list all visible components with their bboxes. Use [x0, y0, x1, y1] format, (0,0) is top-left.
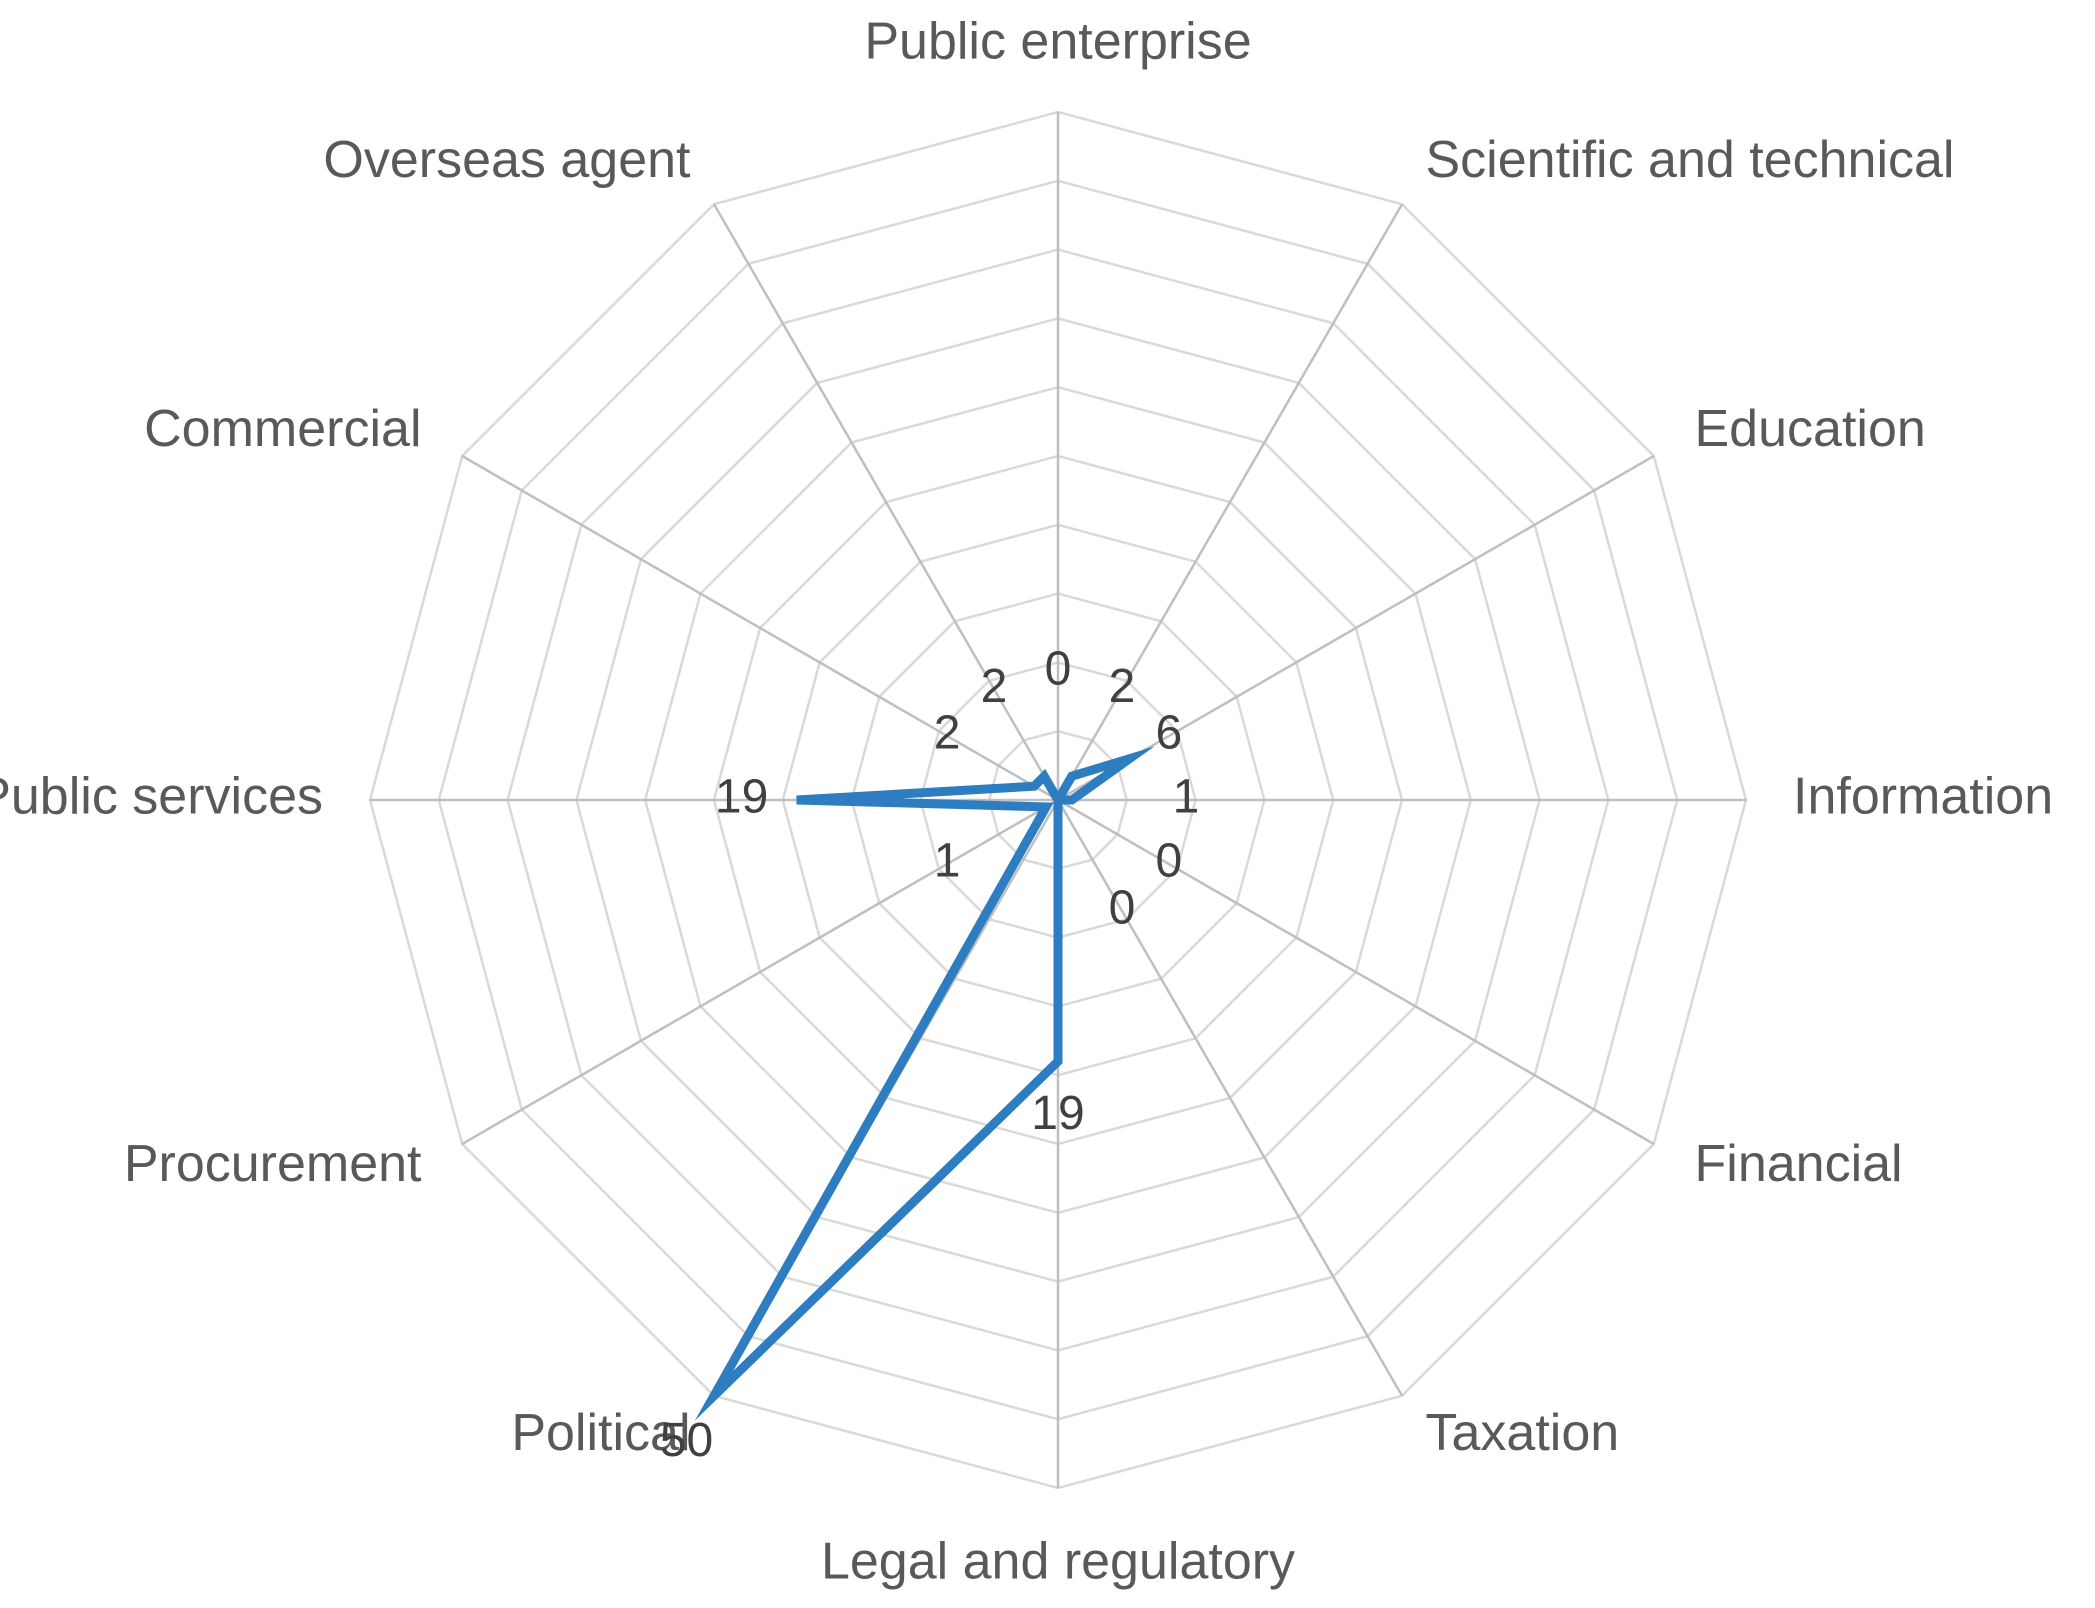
data-label-financial: 0 — [1156, 835, 1183, 888]
spoke-overseas-agent — [712, 203, 1060, 801]
category-label-financial: Financial — [1695, 1135, 1903, 1193]
data-label-overseas-agent: 2 — [981, 660, 1008, 713]
category-label-overseas-agent: Overseas agent — [323, 131, 691, 189]
category-label-political: Political — [511, 1404, 690, 1462]
data-label-education: 6 — [1156, 707, 1183, 760]
series-line — [694, 746, 1155, 1421]
category-label-public-enterprise: Public enterprise — [864, 13, 1251, 71]
data-label-procurement: 1 — [934, 835, 961, 888]
category-label-education: Education — [1695, 400, 1926, 458]
category-labels: Public enterprise Scientific and technica… — [0, 13, 2053, 1591]
data-label-scientific-and-technical: 2 — [1109, 660, 1136, 713]
spoke-financial — [1057, 798, 1655, 1146]
spoke-commercial — [461, 454, 1059, 802]
category-label-information: Information — [1793, 768, 2053, 826]
data-label-public-enterprise: 0 — [1045, 643, 1072, 696]
data-label-legal-and-regulatory: 19 — [1031, 1087, 1084, 1140]
data-label-political: 50 — [660, 1414, 713, 1467]
category-label-public-services: Public services — [0, 768, 323, 826]
data-label-taxation: 0 — [1109, 882, 1136, 935]
spoke-procurement — [461, 798, 1059, 1146]
spoke-scientific-and-technical — [1056, 203, 1404, 801]
category-label-commercial: Commercial — [144, 400, 421, 458]
spoke-taxation — [1056, 799, 1404, 1397]
category-label-scientific-and-technical: Scientific and technical — [1426, 131, 1955, 189]
data-label-public-services: 19 — [715, 771, 768, 824]
spoke-education — [1057, 454, 1655, 802]
data-label-commercial: 2 — [934, 707, 961, 760]
category-label-taxation: Taxation — [1426, 1404, 1620, 1462]
radar-series — [694, 746, 1155, 1421]
data-label-information: 1 — [1173, 771, 1200, 824]
category-label-procurement: Procurement — [124, 1135, 422, 1193]
category-label-legal-and-regulatory: Legal and regulatory — [821, 1533, 1295, 1591]
